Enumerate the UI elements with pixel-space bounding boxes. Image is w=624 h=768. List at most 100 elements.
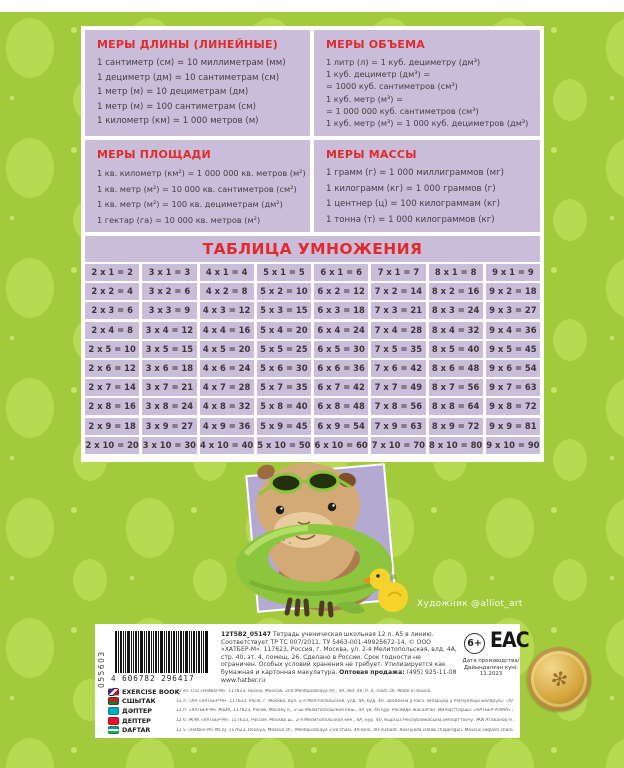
multiplication-cell: 6 x 3 = 18 xyxy=(314,302,369,320)
multiplication-cell: 7 x 9 = 63 xyxy=(371,417,426,435)
production-date-line: Дайындалған күні: xyxy=(463,664,519,671)
medal-emblem-icon: ✻ xyxy=(548,665,570,693)
multiplication-cell: 4 x 4 = 16 xyxy=(199,321,254,339)
multiplication-cell: 8 x 7 = 56 xyxy=(428,379,483,397)
measure-line: 1 кв. метр (м²) = 10 000 кв. сантиметров… xyxy=(97,183,297,194)
measure-line: 1 куб. метр (м³) = 1 000 куб. дециметров… xyxy=(326,118,529,129)
barcode-bar xyxy=(144,631,145,673)
multiplication-cell: 4 x 9 = 36 xyxy=(199,417,254,435)
measure-line: 1 кв. метр (м²) = 100 кв. дециметрам (дм… xyxy=(97,199,283,209)
multiplication-row: 2 x 10 = 20 3 x 10 = 30 4 x 10 = 40 5 x 10 … xyxy=(85,436,540,454)
barcode-bar xyxy=(151,631,152,673)
multiplication-cell: 8 x 5 = 40 xyxy=(428,340,483,358)
language-address-text: 12 л. ТАА «ХАТБЕР-М». 117623, Расія, г. … xyxy=(176,698,513,704)
multiplication-cell: 7 x 6 = 42 xyxy=(371,359,426,377)
barcode-bar xyxy=(178,631,179,673)
language-row: DAFTAR 12 v. «Hatber-M» MChJ. 117623, Ros… xyxy=(108,725,513,735)
barcode-bar xyxy=(203,631,204,673)
multiplication-cell: 9 x 3 = 27 xyxy=(485,302,540,320)
multiplication-cell: 8 x 10 = 80 xyxy=(428,436,483,454)
kg-flag-icon xyxy=(108,716,119,725)
rubber-duck xyxy=(361,568,408,612)
barcode-bar xyxy=(176,631,177,673)
multiplication-cell: 7 x 4 = 28 xyxy=(371,321,426,339)
language-label: EXERCISE BOOK xyxy=(122,687,180,696)
multiplication-cell: 9 x 6 = 54 xyxy=(485,359,540,377)
multiplication-cell: 2 x 9 = 18 xyxy=(85,417,140,435)
language-label: DAFTAR xyxy=(122,726,151,735)
measure-line: 1 куб. метр (м³) = xyxy=(326,93,403,104)
multiplication-row: 2 x 6 = 12 3 x 6 = 18 4 x 6 = 24 5 x 6 = 30… xyxy=(85,359,540,377)
measure-line: 1 тонна (т) = 1 000 килограммов (кг) xyxy=(326,214,495,225)
barcode-bar xyxy=(173,631,175,673)
barcode-bar xyxy=(193,631,195,673)
multiplication-cell: 3 x 8 = 24 xyxy=(142,398,197,416)
multiplication-cell: 3 x 4 = 12 xyxy=(142,321,197,339)
barcode-bar xyxy=(148,631,150,673)
card-title: МЕРЫ ДЛИНЫ (ЛИНЕЙНЫЕ) xyxy=(97,38,278,51)
language-row: EXERCISE BOOK 12 sh. LTD «Hatber-M». 1176… xyxy=(108,687,513,697)
language-row: ДӘПТЕР 12 п. «ХАТБЕР-М» ЖШҚ. 117623, Ресе… xyxy=(108,706,513,716)
multiplication-cell: 8 x 4 = 32 xyxy=(428,321,483,339)
measure-line: 1 центнер (ц) = 100 килограммам (кг) xyxy=(326,199,501,209)
multiplication-cell: 5 x 8 = 40 xyxy=(256,398,311,416)
multiplication-cell: 6 x 1 = 6 xyxy=(314,264,369,281)
barcode xyxy=(115,631,212,673)
award-medal: ✻ xyxy=(527,647,591,711)
multiplication-cell: 5 x 7 = 35 xyxy=(256,379,311,397)
multiplication-row: 2 x 9 = 18 3 x 9 = 27 4 x 9 = 36 5 x 9 = 45… xyxy=(85,417,540,435)
multiplication-cell: 8 x 1 = 8 xyxy=(428,264,483,281)
card-volume-measures: МЕРЫ ОБЪЕМА 1 литр (л) = 1 куб. дециметр… xyxy=(314,30,540,136)
measure-line: 1 гектар (га) = 10 000 кв. метров (м²) xyxy=(97,214,261,225)
multiplication-cell: 6 x 4 = 24 xyxy=(314,321,369,339)
language-address-text: 12 б. ЖЧК «ХАТБЕР-М». 117623, Россия, Мо… xyxy=(176,718,513,724)
measure-line: 1 килограмм (кг) = 1 000 граммов (г) xyxy=(326,183,496,194)
multiplication-cell: 3 x 2 = 6 xyxy=(142,283,197,301)
gb-flag-icon xyxy=(108,687,119,696)
multiplication-cell: 7 x 7 = 49 xyxy=(371,379,426,397)
multiplication-cell: 9 x 10 = 90 xyxy=(485,436,540,454)
card-area-measures: МЕРЫ ПЛОЩАДИ 1 кв. километр (км²) = 1 00… xyxy=(85,140,310,232)
multiplication-cell: 7 x 3 = 21 xyxy=(371,302,426,320)
barcode-bar xyxy=(166,631,167,673)
multiplication-cell: 3 x 1 = 3 xyxy=(142,264,197,281)
multiplication-cell: 6 x 2 = 12 xyxy=(314,283,369,301)
barcode-bar xyxy=(160,631,163,673)
multiplication-cell: 8 x 3 = 24 xyxy=(428,302,483,320)
language-row: СШЫТАК 12 л. ТАА «ХАТБЕР-М». 117623, Расі… xyxy=(108,697,513,707)
barcode-bar xyxy=(133,631,134,673)
barcode-bar xyxy=(155,631,157,673)
multiplication-cell: 8 x 2 = 16 xyxy=(428,283,483,301)
language-address-text: 12 sh. LTD «Hatber-M». 117623, Russia, M… xyxy=(176,689,432,695)
multiplication-cell: 9 x 8 = 72 xyxy=(485,398,540,416)
multiplication-cell: 2 x 5 = 10 xyxy=(85,340,140,358)
measure-line: 1 километр (км) = 1 000 метров (м) xyxy=(97,116,259,126)
multiplication-cell: 3 x 10 = 30 xyxy=(142,436,197,454)
barcode-bar xyxy=(120,631,122,673)
measure-line: = 1 000 000 куб. сантиметров (см³) xyxy=(326,105,479,116)
multiplication-cell: 4 x 5 = 20 xyxy=(199,340,254,358)
multiplication-cell: 4 x 1 = 4 xyxy=(199,264,254,281)
multiplication-cell: 9 x 7 = 63 xyxy=(485,379,540,397)
by-flag-icon xyxy=(108,697,119,706)
multiplication-row: 2 x 5 = 10 3 x 5 = 15 4 x 5 = 20 5 x 5 = 25… xyxy=(85,340,540,358)
multiplication-cell: 7 x 8 = 56 xyxy=(371,398,426,416)
multiplication-cell: 5 x 1 = 5 xyxy=(256,264,311,281)
barcode-bar xyxy=(118,631,119,673)
multiplication-cell: 8 x 8 = 64 xyxy=(428,398,483,416)
measure-line: 1 сантиметр (см) = 10 миллиметрам (мм) xyxy=(97,58,286,68)
legal-body: Тетрадь ученическая школьная 12 л. А5 в … xyxy=(221,631,457,676)
multiplication-cell: 6 x 6 = 36 xyxy=(314,359,369,377)
barcode-bar xyxy=(140,631,143,673)
barcode-bar xyxy=(205,631,208,673)
card-title: МЕРЫ МАССЫ xyxy=(326,148,417,161)
multiplication-cell: 5 x 5 = 25 xyxy=(256,340,311,358)
barcode-bar xyxy=(185,631,188,673)
capybara-feet xyxy=(284,597,334,618)
language-info-list: EXERCISE BOOK 12 sh. LTD «Hatber-M». 1176… xyxy=(108,687,513,735)
publisher-info-box: 055603 4 606782 296417 12Т5В2_05147 Тетр… xyxy=(95,624,530,738)
multiplication-cell: 6 x 8 = 48 xyxy=(314,398,369,416)
wholesale-contact: (495) 925-11-08 www.hatber.ru xyxy=(221,668,457,684)
